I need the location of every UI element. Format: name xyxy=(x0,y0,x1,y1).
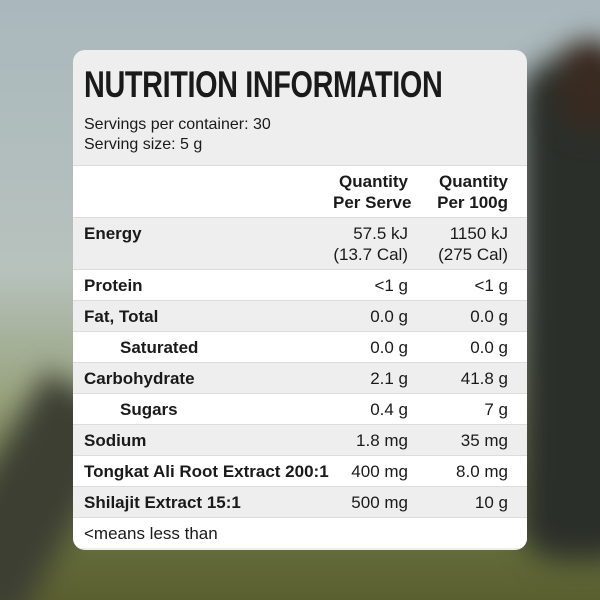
nutrient-name: Sodium xyxy=(84,431,147,450)
footnote-text: <means less than xyxy=(84,524,218,543)
nutrient-row: Saturated 0.0 g 0.0 g xyxy=(73,331,527,362)
nutrient-name: Fat, Total xyxy=(84,307,159,326)
per-100g-line: (275 Cal) xyxy=(438,245,508,264)
per-100g-line: 35 mg xyxy=(460,431,508,450)
per-serve-line: (13.7 Cal) xyxy=(333,245,408,264)
nutrition-table: Quantity Per Serve Quantity Per 100g Energy 5… xyxy=(73,165,527,548)
person-silhouette xyxy=(520,60,600,560)
per-serve-line: 2.1 g xyxy=(370,369,408,388)
title: NUTRITION INFORMATION xyxy=(84,64,443,105)
person-head xyxy=(560,40,600,130)
per-serve-line: 1.8 mg xyxy=(356,431,408,450)
per-100g: 0.0 g xyxy=(408,306,508,327)
column-header-line: Per 100g xyxy=(437,193,508,212)
per-serve-line: <1 g xyxy=(374,276,408,295)
nutrient-name: Protein xyxy=(84,276,143,295)
per-serve: 57.5 kJ (13.7 Cal) xyxy=(333,223,408,265)
per-100g-line: 41.8 g xyxy=(460,369,508,388)
per-serve: <1 g xyxy=(333,275,408,296)
nutrition-panel: NUTRITION INFORMATION Servings per conta… xyxy=(73,50,527,550)
header-row: Quantity Per Serve Quantity Per 100g xyxy=(73,165,527,217)
per-100g-line: 8.0 mg xyxy=(456,462,508,481)
column-header: Quantity Per Serve xyxy=(333,171,412,213)
nutrient-name: Tongkat Ali Root Extract 200:1 xyxy=(84,462,329,481)
nutrient-name: Saturated xyxy=(120,338,199,357)
per-100g-line: 1150 kJ xyxy=(449,224,508,243)
column-header: Quantity Per 100g xyxy=(408,171,508,213)
nutrient-row: Fat, Total 0.0 g 0.0 g xyxy=(73,300,527,331)
per-serve-line: 400 mg xyxy=(351,462,408,481)
per-100g: 7 g xyxy=(408,399,508,420)
per-serve-line: 0.4 g xyxy=(370,400,408,419)
per-serve-line: 0.0 g xyxy=(370,307,408,326)
nutrient-row: Shilajit Extract 15:1 500 mg 10 g xyxy=(73,486,527,517)
per-100g-line: 0.0 g xyxy=(470,307,508,326)
per-100g: 41.8 g xyxy=(408,368,508,389)
per-serve-line: 500 mg xyxy=(351,493,408,512)
per-100g: <1 g xyxy=(408,275,508,296)
per-100g: 0.0 g xyxy=(408,337,508,358)
per-serve-line: 57.5 kJ xyxy=(353,224,408,243)
per-serve: 0.0 g xyxy=(333,306,408,327)
per-100g-line: 0.0 g xyxy=(470,338,508,357)
column-header-line: Per Serve xyxy=(333,193,412,212)
nutrient-name: Sugars xyxy=(120,400,178,419)
nutrient-name: Energy xyxy=(84,224,142,243)
nutrient-row: Protein <1 g <1 g xyxy=(73,269,527,300)
per-serve: 2.1 g xyxy=(333,368,408,389)
per-serve-line: 0.0 g xyxy=(370,338,408,357)
nutrient-row: Sugars 0.4 g 7 g xyxy=(73,393,527,424)
per-serve: 400 mg xyxy=(333,461,408,482)
per-100g: 8.0 mg xyxy=(408,461,508,482)
serving-size: Serving size: 5 g xyxy=(84,136,203,153)
per-100g-line: 7 g xyxy=(484,400,508,419)
per-100g-line: <1 g xyxy=(474,276,508,295)
nutrient-row: Sodium 1.8 mg 35 mg xyxy=(73,424,527,455)
nutrient-row: Energy 57.5 kJ (13.7 Cal) 1150 kJ (275 Cal) xyxy=(73,217,527,269)
footnote: <means less than xyxy=(73,517,527,548)
per-serve: 0.0 g xyxy=(333,337,408,358)
nutrient-name: Carbohydrate xyxy=(84,369,195,388)
header-blank xyxy=(84,171,333,213)
column-header-line: Quantity xyxy=(439,172,508,191)
nutrient-row: Carbohydrate 2.1 g 41.8 g xyxy=(73,362,527,393)
per-100g: 35 mg xyxy=(408,430,508,451)
per-serve: 0.4 g xyxy=(333,399,408,420)
per-serve: 500 mg xyxy=(333,492,408,513)
nutrient-row: Tongkat Ali Root Extract 200:1 400 mg 8.0 … xyxy=(73,455,527,486)
column-header-line: Quantity xyxy=(339,172,408,191)
per-100g: 10 g xyxy=(408,492,508,513)
per-serve: 1.8 mg xyxy=(333,430,408,451)
per-100g-line: 10 g xyxy=(474,493,508,512)
per-100g: 1150 kJ (275 Cal) xyxy=(408,223,508,265)
nutrient-name: Shilajit Extract 15:1 xyxy=(84,493,241,512)
servings: Servings per container: 30 xyxy=(84,116,271,133)
